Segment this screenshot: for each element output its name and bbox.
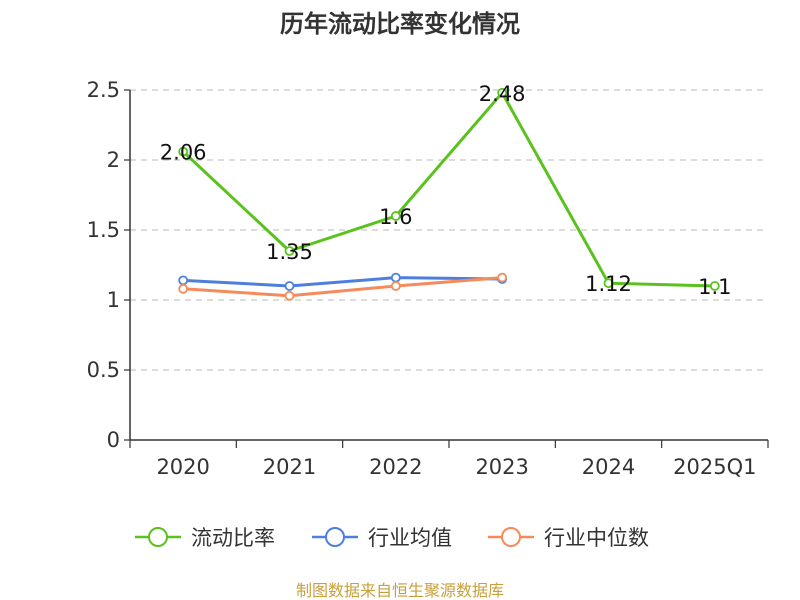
data-point [178, 146, 189, 157]
grid-lines [130, 89, 768, 371]
data-label: 2.48 [479, 82, 526, 106]
axes: 0 0.5 1 1.5 2 2.5 2020 2021 2022 2023 2024 2025Q1 [87, 78, 769, 479]
series-line [183, 276, 503, 298]
data-point [178, 275, 189, 286]
x-tick-label: 2024 [582, 455, 635, 479]
data-label: 1.1 [698, 275, 731, 299]
data-point [390, 211, 401, 221]
legend-swatch-marker [148, 527, 168, 547]
data-label: 1.12 [585, 272, 632, 296]
legend-swatch-marker [501, 527, 521, 547]
legend-item: 行业中位数 [488, 526, 649, 550]
x-tick-label: 2021 [263, 455, 316, 479]
data-point [284, 290, 295, 301]
data-point [497, 87, 508, 98]
legend-swatch-marker [325, 527, 345, 547]
series-line [183, 276, 503, 288]
source-note: 制图数据来自恒生聚源数据库 [296, 581, 504, 600]
data-point [497, 272, 508, 283]
legend-item: 流动比率 [135, 526, 275, 550]
x-tick-label: 2025Q1 [673, 455, 756, 479]
legend-item: 行业均值 [312, 526, 452, 550]
data-label: 1.35 [266, 240, 313, 264]
y-tick-label: 0.5 [87, 358, 120, 382]
x-tick-label: 2022 [369, 455, 422, 479]
x-tick-label: 2023 [475, 455, 528, 479]
series-line [182, 91, 715, 288]
data-point [390, 281, 401, 291]
legend-label: 流动比率 [191, 526, 275, 550]
data-label: 1.6 [379, 205, 412, 229]
legend-label: 行业均值 [368, 526, 452, 550]
data-point [284, 246, 295, 256]
legend: 流动比率 行业均值 行业中位数 [135, 526, 649, 550]
x-tick-label: 2020 [156, 455, 209, 479]
data-point [603, 278, 614, 289]
y-tick-label: 1 [107, 288, 120, 312]
y-tick-label: 2.5 [87, 78, 120, 102]
data-labels: 2.06 1.35 1.6 2.48 1.12 1.1 [160, 82, 732, 299]
data-point [284, 281, 295, 291]
y-tick-label: 2 [107, 148, 120, 172]
data-point [709, 281, 720, 291]
data-point [178, 283, 189, 294]
chart-title: 历年流动比率变化情况 [280, 10, 520, 38]
data-label: 2.06 [160, 141, 207, 165]
y-tick-label: 0 [107, 428, 120, 452]
data-point [390, 272, 401, 283]
legend-label: 行业中位数 [544, 526, 649, 550]
y-tick-label: 1.5 [87, 218, 120, 242]
series-layer [178, 87, 720, 301]
